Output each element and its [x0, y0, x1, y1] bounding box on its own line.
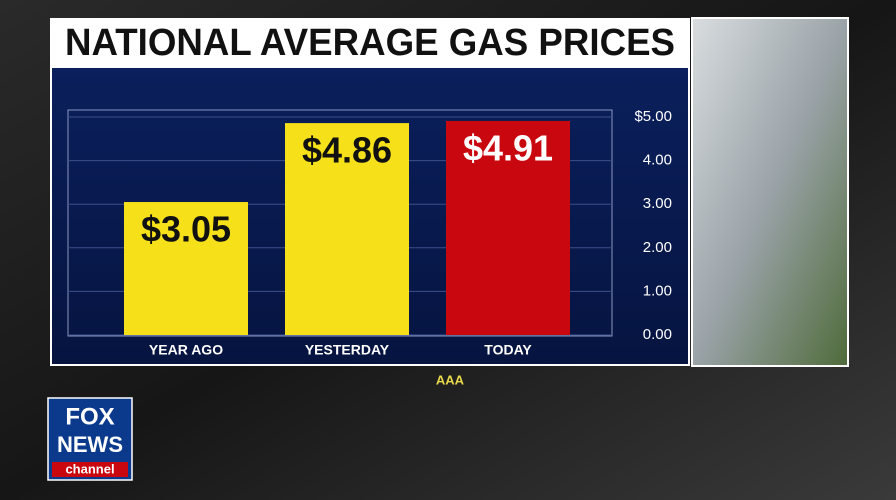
- plot-frame: [67, 109, 613, 337]
- logo-text: channel: [65, 461, 114, 476]
- value-label: $4.86: [302, 130, 392, 171]
- bar: [285, 123, 409, 335]
- value-label: $3.05: [141, 209, 231, 250]
- logo-text: FOX: [65, 403, 114, 430]
- y-tick-label: $5.00: [634, 108, 672, 125]
- y-tick-label: 2.00: [643, 239, 672, 256]
- y-tick-label: 4.00: [643, 152, 672, 169]
- chart-title: NATIONAL AVERAGE GAS PRICES: [65, 22, 675, 64]
- y-tick-label: 0.00: [643, 326, 672, 343]
- x-tick-label: YEAR AGO: [149, 342, 223, 358]
- value-label: $4.91: [463, 127, 553, 168]
- logo-band: [52, 462, 128, 477]
- bar: [446, 120, 570, 335]
- x-tick-label: YESTERDAY: [305, 342, 390, 358]
- bar: [124, 202, 248, 335]
- y-tick-label: 1.00: [643, 282, 672, 299]
- photo: [691, 17, 849, 367]
- source: AAA: [436, 372, 465, 387]
- x-tick-label: TODAY: [484, 342, 532, 358]
- logo-text: NEWS: [57, 432, 123, 457]
- y-tick-label: 3.00: [643, 195, 672, 212]
